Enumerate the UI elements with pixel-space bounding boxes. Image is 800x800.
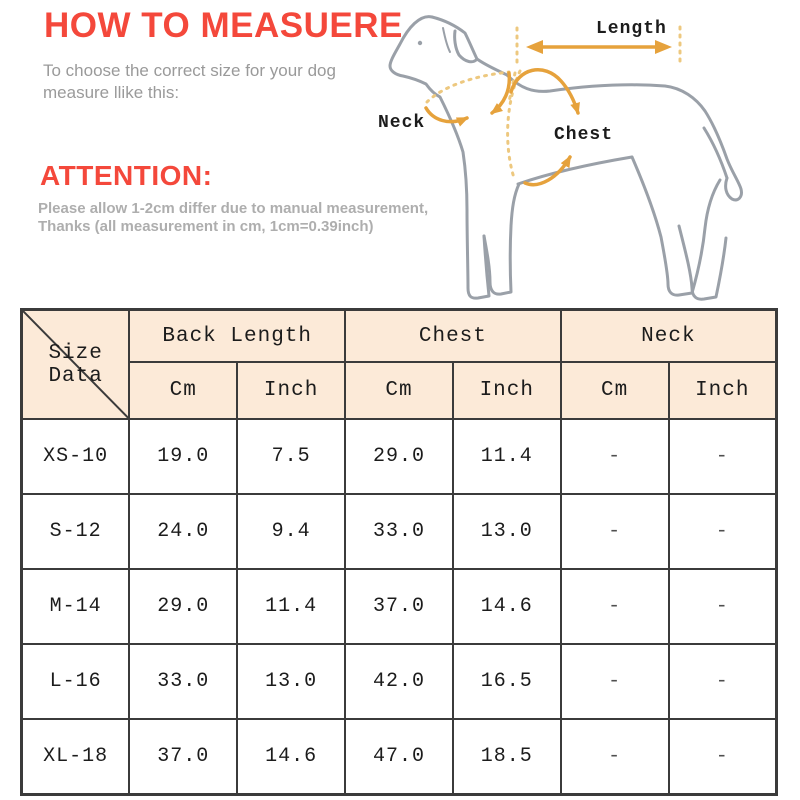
attention-note-line2: Thanks (all measurement in cm, 1cm=0.39i… (38, 217, 374, 235)
chest-measurement (506, 68, 580, 187)
group-header-neck: Neck (559, 308, 778, 363)
unit-header: Inch (451, 361, 562, 420)
corner-label: Size Data (48, 341, 103, 388)
unit-header: Inch (667, 361, 778, 420)
value-cell: 11.4 (236, 568, 347, 645)
table-row: M-14 29.0 11.4 37.0 14.6 - - (20, 568, 778, 645)
neck-dashed-ellipse (425, 70, 511, 104)
intro-subtitle-line1: To choose the correct size for your dog (43, 61, 336, 80)
neck-arrow-lower (424, 106, 469, 127)
table-row: XL-18 37.0 14.6 47.0 18.5 - - (20, 718, 778, 796)
value-cell: - (559, 643, 670, 720)
corner-cell: Size Data (20, 308, 131, 420)
value-cell: 13.0 (236, 643, 347, 720)
value-cell: 33.0 (344, 493, 454, 570)
group-header-back-length: Back Length (128, 308, 347, 363)
value-cell: 47.0 (344, 718, 454, 796)
chest-arrow-top (509, 68, 580, 115)
unit-header: Cm (128, 361, 239, 420)
dog-measurement-diagram: Length Neck Chest (378, 15, 743, 301)
value-cell: - (559, 718, 670, 796)
attention-note: Please allow 1-2cm differ due to manual … (38, 200, 458, 235)
chest-arrow-bottom (523, 155, 572, 187)
value-cell: 37.0 (128, 718, 239, 796)
value-cell: 18.5 (451, 718, 562, 796)
size-cell: XS-10 (20, 418, 131, 495)
value-cell: 14.6 (236, 718, 347, 796)
table-units-row: Cm Inch Cm Inch Cm Inch (22, 361, 778, 420)
value-cell: 19.0 (128, 418, 239, 495)
corner-diagonal-line (23, 311, 128, 418)
size-table: Size Data Back Length Chest Neck Cm Inch… (20, 308, 778, 796)
page-title: HOW TO MEASUERE (44, 6, 403, 45)
value-cell: 14.6 (451, 568, 562, 645)
length-arrowhead-right (655, 40, 672, 54)
neck-label: Neck (378, 113, 425, 133)
chest-label: Chest (554, 125, 613, 145)
value-cell: 7.5 (236, 418, 347, 495)
dog-outline (388, 15, 743, 301)
length-label: Length (596, 19, 667, 39)
neck-arrow-upper (490, 71, 512, 115)
size-cell: S-12 (20, 493, 131, 570)
value-cell: - (559, 493, 670, 570)
value-cell: - (667, 643, 778, 720)
value-cell: 29.0 (344, 418, 454, 495)
value-cell: 42.0 (344, 643, 454, 720)
size-cell: L-16 (20, 643, 131, 720)
size-cell: M-14 (20, 568, 131, 645)
value-cell: - (559, 568, 670, 645)
unit-header: Cm (344, 361, 454, 420)
value-cell: 33.0 (128, 643, 239, 720)
length-arrowhead-left (526, 40, 543, 54)
value-cell: 37.0 (344, 568, 454, 645)
intro-subtitle: To choose the correct size for your dog … (43, 60, 343, 105)
unit-header: Inch (236, 361, 347, 420)
table-row: L-16 33.0 13.0 42.0 16.5 - - (20, 643, 778, 720)
value-cell: - (667, 493, 778, 570)
value-cell: 11.4 (451, 418, 562, 495)
intro-subtitle-line2: measure llike this: (43, 83, 180, 103)
attention-heading: ATTENTION: (40, 160, 213, 191)
table-row: S-12 24.0 9.4 33.0 13.0 - - (20, 493, 778, 570)
value-cell: 13.0 (451, 493, 562, 570)
table-group-header-row: Size Data Back Length Chest Neck (20, 308, 778, 420)
table-row: XS-10 19.0 7.5 29.0 11.4 - - (20, 418, 778, 495)
dog-eye (417, 40, 423, 46)
unit-header: Cm (559, 361, 670, 420)
value-cell: 9.4 (236, 493, 347, 570)
group-header-chest: Chest (344, 308, 562, 363)
value-cell: - (667, 568, 778, 645)
value-cell: - (559, 418, 670, 495)
value-cell: - (667, 718, 778, 796)
value-cell: - (667, 418, 778, 495)
value-cell: 16.5 (451, 643, 562, 720)
value-cell: 24.0 (128, 493, 239, 570)
length-measurement (515, 25, 682, 68)
size-cell: XL-18 (20, 718, 131, 796)
attention-note-line1: Please allow 1-2cm differ due to manual … (38, 200, 429, 217)
value-cell: 29.0 (128, 568, 239, 645)
